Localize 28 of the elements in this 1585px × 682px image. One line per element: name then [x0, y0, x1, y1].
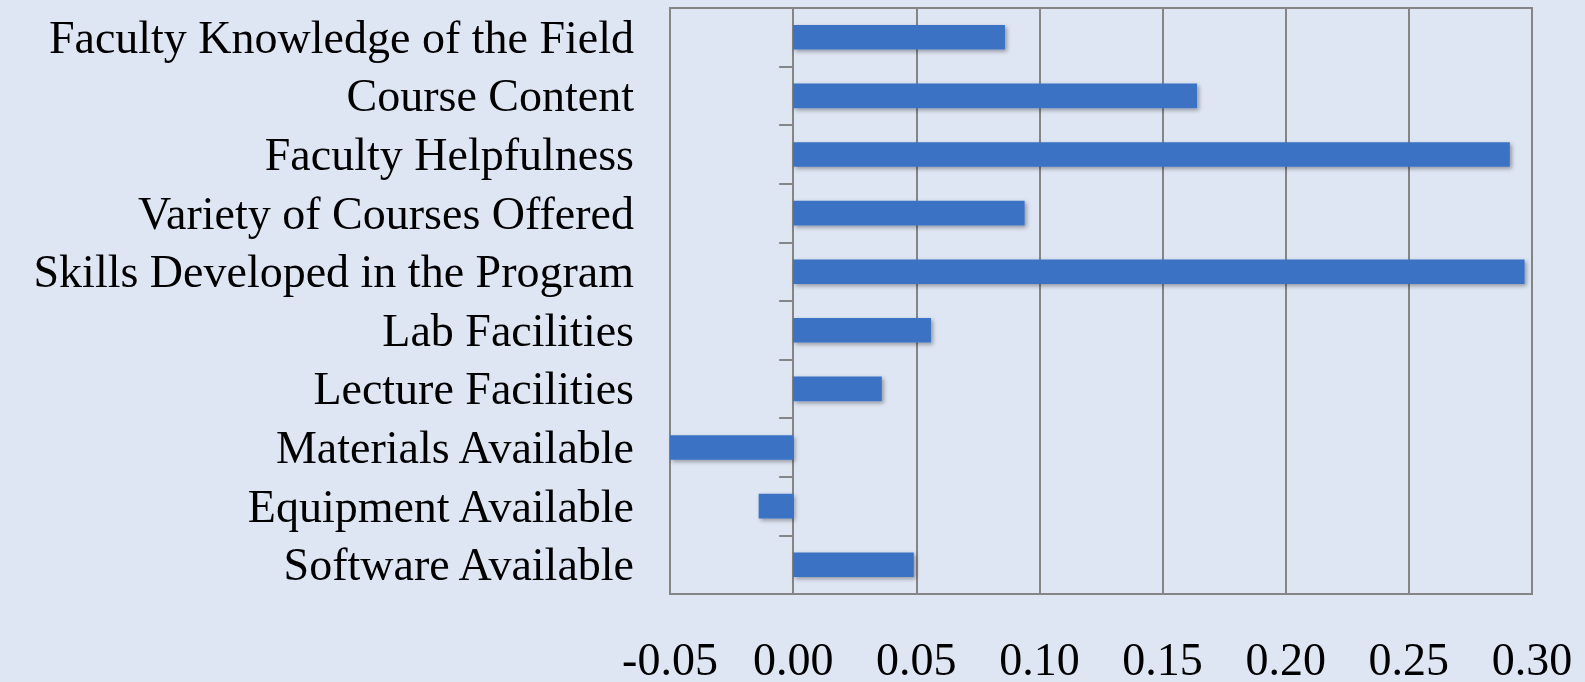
x-tick-label: 0.30 — [1491, 633, 1573, 682]
y-tick-label: Variety of Courses Offered — [137, 187, 634, 239]
bar — [793, 24, 1005, 50]
y-tick-label: Skills Developed in the Program — [33, 246, 635, 298]
bar — [670, 435, 794, 460]
x-tick-label: 0.25 — [1368, 633, 1450, 682]
y-tick-label: Lab Facilities — [382, 304, 634, 356]
x-tick-label: -0.05 — [622, 633, 718, 682]
x-tick-label: 0.00 — [752, 633, 834, 682]
bar — [793, 200, 1025, 226]
bar — [793, 376, 882, 402]
y-tick-label: Equipment Available — [247, 480, 634, 532]
y-tick-label: Software Available — [283, 539, 634, 591]
bar — [793, 83, 1198, 109]
y-tick-label: Course Content — [346, 70, 635, 122]
x-tick-label: 0.10 — [999, 633, 1080, 682]
x-tick-label: 0.20 — [1245, 633, 1326, 682]
bar — [793, 259, 1525, 285]
x-tick-label: 0.15 — [1122, 633, 1203, 682]
y-tick-label: Faculty Helpfulness — [264, 129, 634, 180]
bar — [793, 317, 932, 343]
y-tick-label: Materials Available — [275, 422, 634, 473]
y-tick-label: Lecture Facilities — [313, 363, 634, 415]
bar — [758, 493, 794, 519]
bar — [793, 142, 1510, 167]
x-tick-label: 0.05 — [876, 633, 957, 682]
bar — [793, 552, 914, 578]
y-tick-label: Faculty Knowledge of the Field — [48, 11, 634, 63]
